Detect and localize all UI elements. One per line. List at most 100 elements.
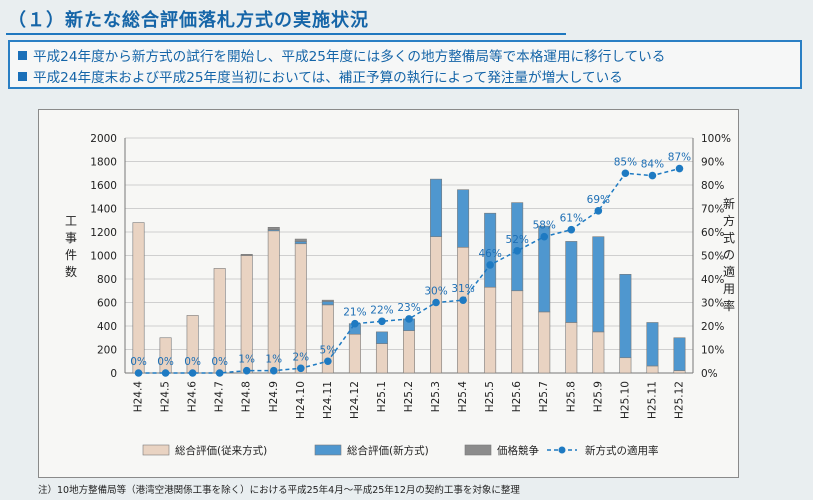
rate-data-label: 31% bbox=[451, 283, 474, 295]
rate-data-label: 22% bbox=[370, 304, 393, 316]
title-underline bbox=[6, 33, 566, 35]
rate-data-label: 46% bbox=[478, 248, 501, 260]
x-tick-label: H25.5 bbox=[484, 381, 496, 412]
y-tick-label-left: 2000 bbox=[90, 133, 117, 145]
rate-point bbox=[215, 369, 224, 377]
y-axis-title-right-char: 新 bbox=[723, 196, 735, 211]
rate-point bbox=[594, 207, 603, 215]
x-tick-label: H24.8 bbox=[241, 381, 253, 412]
y-axis-title-right-char: 用 bbox=[723, 282, 735, 296]
legend-label: 総合評価(新方式) bbox=[347, 444, 429, 457]
y-axis-title-left-char: 数 bbox=[65, 264, 77, 279]
rate-data-label: 61% bbox=[560, 213, 583, 225]
y-axis-title-left-char: 工 bbox=[65, 214, 77, 228]
rate-data-label: 5% bbox=[320, 344, 337, 356]
bar-segment bbox=[619, 274, 632, 359]
bar-segment bbox=[538, 311, 551, 374]
rate-data-label: 69% bbox=[587, 194, 610, 206]
square-bullet-icon bbox=[18, 51, 27, 60]
summary-text: 平成24年度から新方式の試行を開始し、平成25年度には多くの地方整備局等で本格運… bbox=[33, 49, 666, 65]
x-tick-label: H25.6 bbox=[511, 381, 523, 413]
x-tick-label: H25.3 bbox=[430, 381, 442, 412]
y-tick-label-right: 20% bbox=[701, 321, 724, 333]
x-tick-label: H25.1 bbox=[376, 381, 388, 412]
rate-point bbox=[540, 232, 549, 241]
summary-text: 平成24年度末および平成25年度当初においては、補正予算の執行によって発注量が増… bbox=[33, 70, 623, 86]
x-tick-label: H25.8 bbox=[565, 381, 577, 412]
bar-segment bbox=[267, 227, 280, 230]
y-tick-label-left: 1200 bbox=[90, 227, 117, 239]
legend-label: 総合評価(従来方式) bbox=[175, 444, 267, 457]
legend-swatch bbox=[314, 444, 342, 456]
rate-data-label: 1% bbox=[265, 354, 282, 366]
x-tick-label: H24.6 bbox=[187, 381, 199, 413]
square-bullet-icon bbox=[18, 72, 27, 81]
x-tick-label: H25.11 bbox=[646, 381, 658, 419]
bar-segment bbox=[565, 241, 578, 323]
bar-segment bbox=[375, 343, 388, 374]
legend-label: 価格競争 bbox=[497, 444, 539, 457]
bar-segment bbox=[321, 299, 334, 302]
rate-point bbox=[134, 369, 143, 377]
x-tick-label: H24.10 bbox=[295, 381, 307, 419]
bar-segment bbox=[673, 370, 686, 374]
bar-segment bbox=[294, 241, 307, 245]
rate-point bbox=[378, 317, 386, 326]
combo-chart: 0 200 400 600 800 1000 1200 1400 1600 1800 2000 0% 1… bbox=[65, 133, 735, 457]
rate-line bbox=[138, 167, 680, 374]
x-tick-label: H24.4 bbox=[133, 381, 145, 413]
bar-segment bbox=[321, 301, 334, 306]
summary-item: 平成24年度末および平成25年度当初においては、補正予算の執行によって発注量が増… bbox=[18, 66, 623, 86]
y-tick-label-right: 30% bbox=[701, 298, 724, 310]
bar-segment bbox=[294, 238, 307, 242]
y-axis-title-right-char: 式 bbox=[723, 231, 735, 245]
y-tick-label-left: 1000 bbox=[90, 251, 117, 263]
y-tick-label-left: 1600 bbox=[90, 180, 117, 192]
rate-point bbox=[242, 366, 251, 375]
y-tick-label-right: 10% bbox=[701, 345, 724, 357]
rate-data-label: 84% bbox=[641, 159, 664, 171]
bar-segment bbox=[430, 178, 443, 238]
x-tick-label: H24.9 bbox=[268, 381, 280, 412]
rate-data-label: 58% bbox=[533, 220, 556, 232]
rate-data-label: 0% bbox=[157, 356, 174, 368]
y-axis-title-left-char: 事 bbox=[65, 231, 77, 245]
rate-point bbox=[351, 319, 359, 328]
x-tick-label: H25.2 bbox=[403, 381, 415, 412]
rate-point bbox=[513, 247, 521, 255]
x-tick-label: H25.9 bbox=[592, 381, 604, 412]
legend-swatch bbox=[142, 444, 170, 456]
bar-segment bbox=[592, 236, 605, 333]
y-tick-label-right: 60% bbox=[701, 227, 724, 239]
rate-data-label: 2% bbox=[292, 351, 309, 363]
rate-point bbox=[269, 366, 278, 375]
x-tick-label: H24.5 bbox=[160, 381, 172, 412]
rate-point bbox=[486, 261, 494, 269]
rate-data-label: 21% bbox=[343, 307, 366, 319]
y-axis-title-right-char: 方 bbox=[723, 213, 735, 228]
summary-banner: 平成24年度から新方式の試行を開始し、平成25年度には多くの地方整備局等で本格運… bbox=[8, 40, 802, 89]
bar-segment bbox=[457, 246, 470, 374]
y-axis-title-right-char: 率 bbox=[723, 298, 735, 313]
y-tick-label-right: 40% bbox=[701, 274, 724, 286]
y-tick-label-left: 0 bbox=[110, 368, 117, 380]
rate-point bbox=[297, 364, 305, 373]
rate-point bbox=[161, 369, 170, 377]
rate-data-label: 85% bbox=[614, 156, 637, 168]
rate-point bbox=[567, 225, 576, 234]
bar-segment bbox=[592, 331, 605, 374]
bar-segment bbox=[132, 222, 145, 374]
rate-data-label: 0% bbox=[130, 356, 147, 368]
x-tick-label: H24.12 bbox=[349, 381, 361, 419]
y-tick-label-left: 1400 bbox=[90, 204, 117, 216]
legend-line-marker bbox=[558, 446, 566, 454]
bar-segment bbox=[511, 202, 524, 292]
page-title: （１）新たな総合評価落札方式の実施状況 bbox=[8, 10, 369, 31]
bar-segment bbox=[484, 286, 497, 374]
bar-segment bbox=[646, 365, 659, 374]
rate-data-label: 1% bbox=[238, 354, 255, 366]
legend-swatch bbox=[464, 444, 492, 456]
y-tick-label-right: 80% bbox=[701, 180, 724, 192]
x-tick-label: H24.11 bbox=[322, 381, 334, 419]
y-tick-label-right: 70% bbox=[701, 204, 724, 216]
